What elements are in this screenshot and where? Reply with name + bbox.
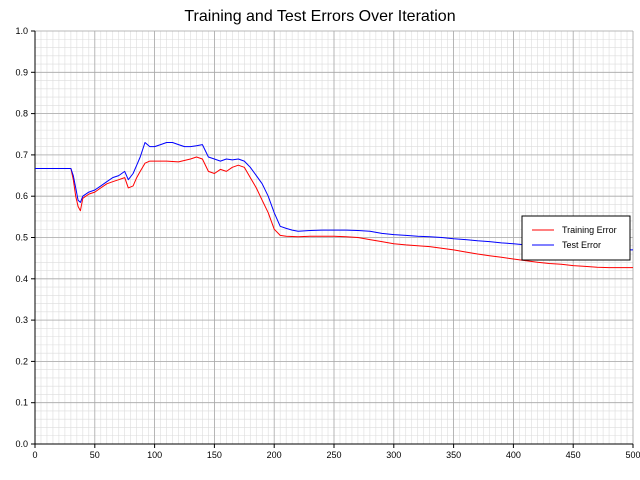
x-tick-label: 250 — [326, 450, 341, 460]
y-tick-label: 0.5 — [15, 233, 28, 243]
legend-label: Training Error — [562, 225, 617, 235]
x-tick-label: 0 — [32, 450, 37, 460]
x-tick-label: 300 — [386, 450, 401, 460]
x-tick-label: 400 — [506, 450, 521, 460]
y-tick-label: 0.6 — [15, 191, 28, 201]
y-tick-label: 0.7 — [15, 150, 28, 160]
legend-label: Test Error — [562, 240, 601, 250]
x-tick-label: 450 — [566, 450, 581, 460]
x-tick-label: 150 — [207, 450, 222, 460]
x-tick-label: 50 — [90, 450, 100, 460]
legend-box — [521, 215, 631, 261]
series-line-training-error — [35, 156, 633, 269]
y-tick-label: 1.0 — [15, 26, 28, 36]
y-tick-label: 0.3 — [15, 315, 28, 325]
y-tick-label: 0.1 — [15, 398, 28, 408]
series-line-test-error — [35, 142, 633, 251]
y-tick-label: 0.9 — [15, 67, 28, 77]
y-tick-label: 0.8 — [15, 109, 28, 119]
x-tick-label: 200 — [267, 450, 282, 460]
chart-title: Training and Test Errors Over Iteration — [184, 8, 456, 25]
x-tick-label: 500 — [625, 450, 640, 460]
y-tick-label: 0.2 — [15, 356, 28, 366]
x-tick-label: 350 — [446, 450, 461, 460]
x-tick-label: 100 — [147, 450, 162, 460]
y-tick-label: 0.0 — [15, 439, 28, 449]
y-tick-label: 0.4 — [15, 274, 28, 284]
